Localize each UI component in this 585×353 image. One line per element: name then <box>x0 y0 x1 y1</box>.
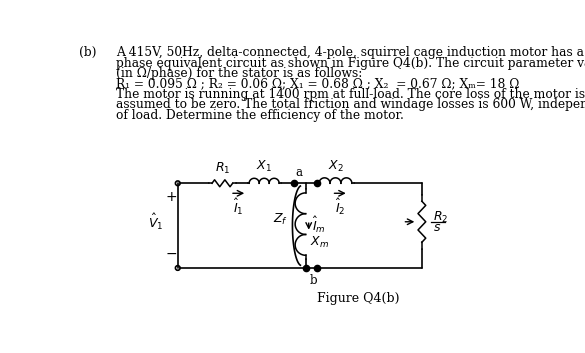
Text: $+$: $+$ <box>165 190 177 204</box>
Text: $s$: $s$ <box>433 221 441 234</box>
Text: of load. Determine the efficiency of the motor.: of load. Determine the efficiency of the… <box>116 109 404 121</box>
Text: $\hat{V}_1$: $\hat{V}_1$ <box>149 212 164 232</box>
Text: $\hat{I}_m$: $\hat{I}_m$ <box>312 215 326 235</box>
Text: phase equivalent circuit as shown in Figure Q4(b). The circuit parameter values: phase equivalent circuit as shown in Fig… <box>116 56 585 70</box>
Text: b: b <box>309 274 317 287</box>
Text: A 415V, 50Hz, delta-connected, 4-pole, squirrel cage induction motor has a per-: A 415V, 50Hz, delta-connected, 4-pole, s… <box>116 46 585 59</box>
Text: Figure Q4(b): Figure Q4(b) <box>316 292 399 305</box>
Text: $Z_f$: $Z_f$ <box>273 212 288 227</box>
Text: R₁ = 0.095 Ω ; R₂ = 0.06 Ω; X₁ = 0.68 Ω ; X₂  = 0.67 Ω; Xₘ= 18 Ω: R₁ = 0.095 Ω ; R₂ = 0.06 Ω; X₁ = 0.68 Ω … <box>116 77 519 90</box>
Text: $-$: $-$ <box>165 246 177 259</box>
Text: $R_2$: $R_2$ <box>433 210 448 225</box>
Text: $\hat{I}_2$: $\hat{I}_2$ <box>335 197 345 217</box>
Text: $X_2$: $X_2$ <box>328 159 343 174</box>
Text: $R_1$: $R_1$ <box>215 161 230 175</box>
Text: $X_m$: $X_m$ <box>310 235 329 250</box>
Text: (b): (b) <box>80 46 97 59</box>
Text: a: a <box>295 166 302 179</box>
Text: assumed to be zero. The total friction and windage losses is 600 W, independent: assumed to be zero. The total friction a… <box>116 98 585 111</box>
Text: (in Ω/phase) for the stator is as follows:: (in Ω/phase) for the stator is as follow… <box>116 67 362 80</box>
Text: $X_1$: $X_1$ <box>256 159 272 174</box>
Text: The motor is running at 1400 rpm at full-load. The core loss of the motor is: The motor is running at 1400 rpm at full… <box>116 88 585 101</box>
Text: $\hat{I}_1$: $\hat{I}_1$ <box>233 197 244 217</box>
